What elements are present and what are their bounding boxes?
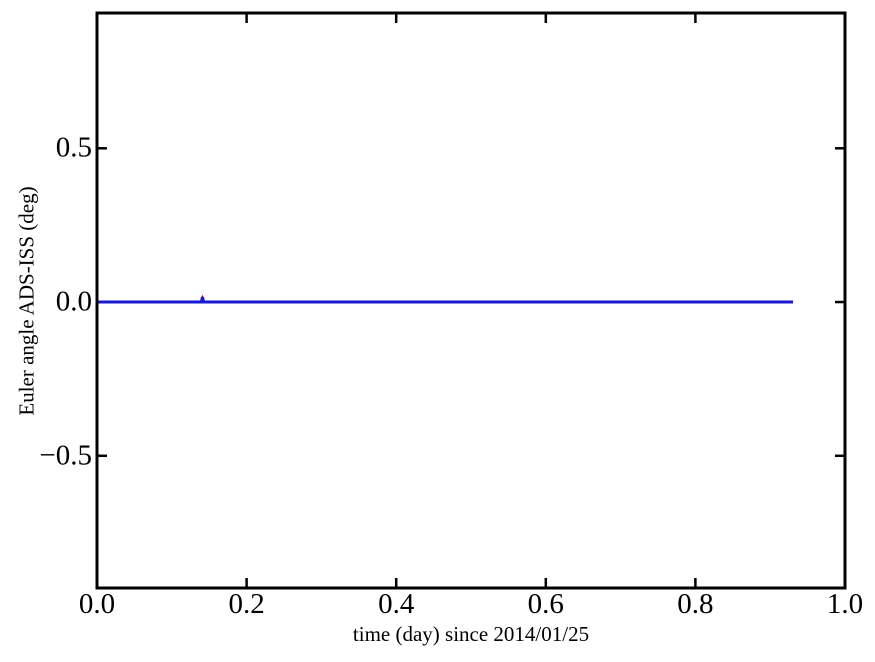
axis-ticks <box>95 13 847 588</box>
y-tick-label: −0.5 <box>39 439 92 472</box>
y-tick-label: 0.0 <box>55 285 92 318</box>
y-axis-label: Euler angle ADS-ISS (deg) <box>14 186 39 416</box>
data-line-series-blue <box>97 296 794 304</box>
data-series <box>97 294 794 304</box>
x-tick-label: 1.0 <box>826 588 864 620</box>
y-tick-label: 0.5 <box>55 131 92 164</box>
x-tick-label: 0.6 <box>527 588 564 620</box>
x-tick-label: 0.0 <box>78 588 116 620</box>
axes-frame <box>95 11 847 590</box>
x-tick-label: 0.2 <box>228 588 265 620</box>
x-axis-label: time (day) since 2014/01/25 <box>352 622 590 646</box>
x-tick-label: 0.4 <box>378 588 415 620</box>
x-tick-label: 0.8 <box>677 588 714 620</box>
